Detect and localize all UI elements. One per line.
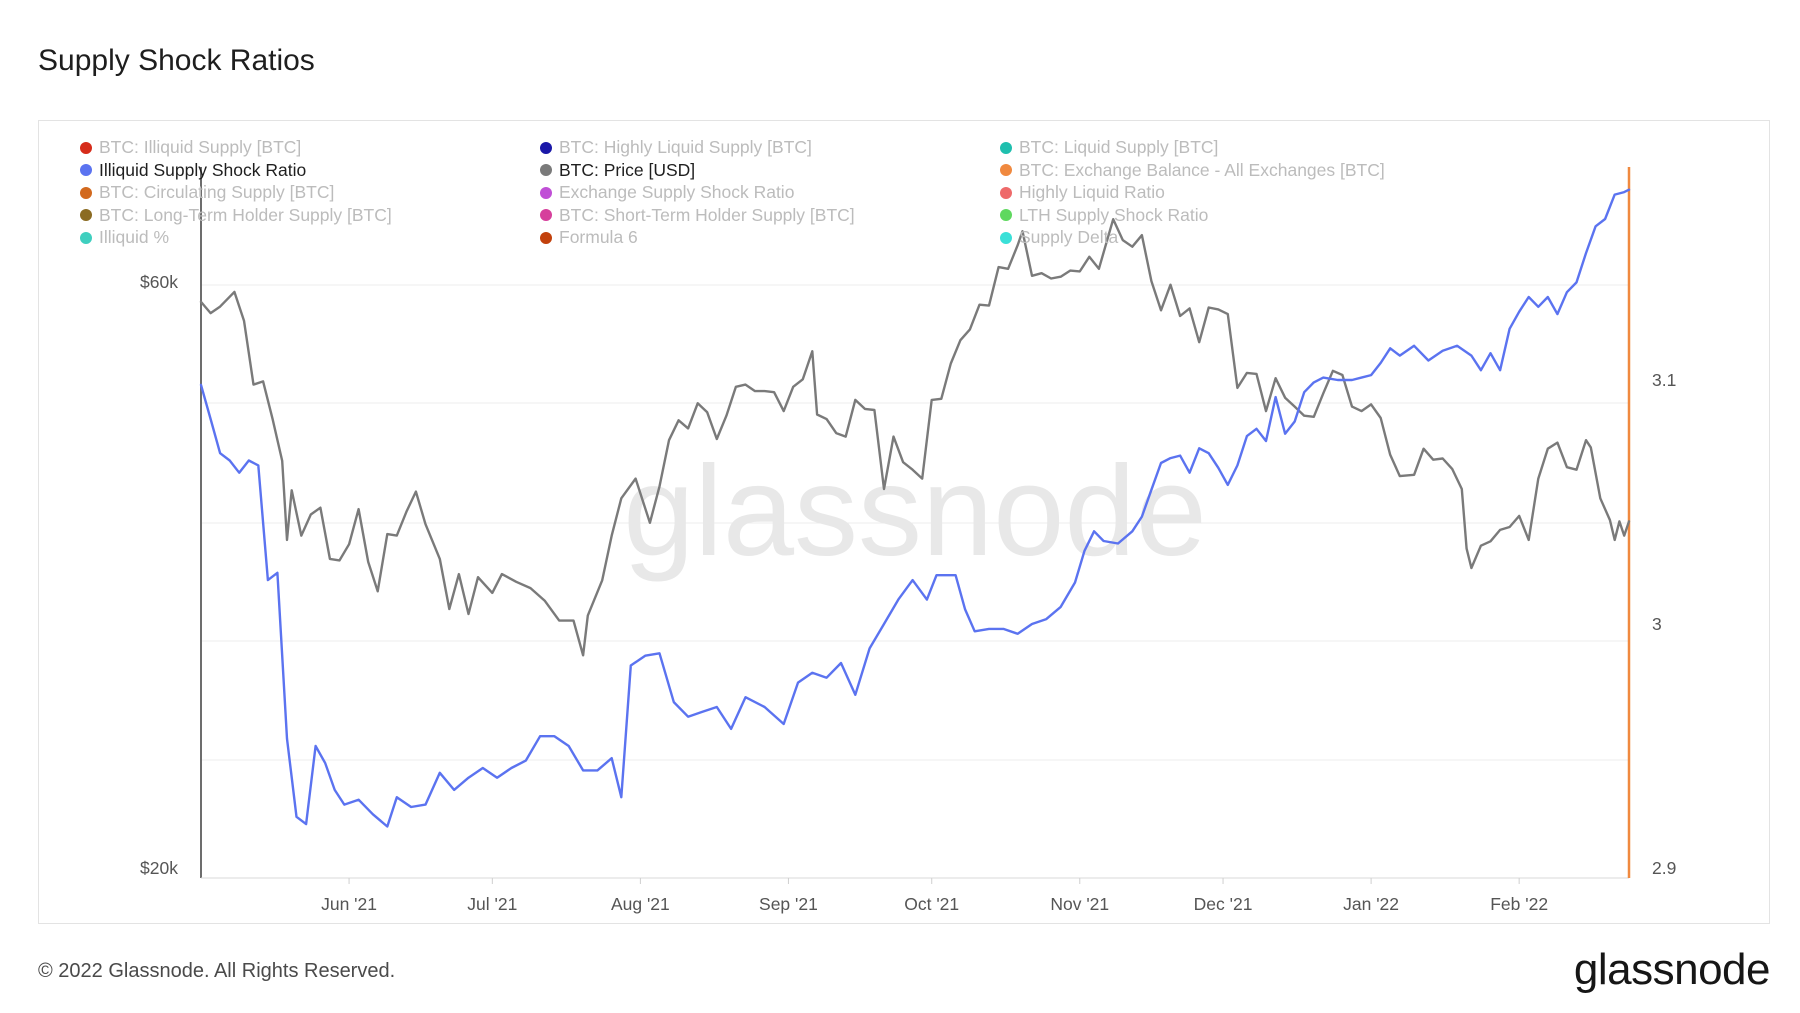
- y-right-tick-label: 2.9: [1652, 858, 1676, 878]
- legend-item[interactable]: Illiquid %: [80, 227, 169, 248]
- legend-item[interactable]: LTH Supply Shock Ratio: [1000, 205, 1208, 226]
- legend-dot-icon: [80, 231, 92, 244]
- y-left-tick-label: $60k: [140, 272, 178, 292]
- legend-label: BTC: Illiquid Supply [BTC]: [99, 137, 302, 157]
- legend-dot-icon: [540, 231, 552, 244]
- legend-label: Formula 6: [559, 227, 638, 248]
- x-tick-label: Dec '21: [1194, 894, 1253, 914]
- x-tick-label: Oct '21: [904, 894, 959, 914]
- page-title: Supply Shock Ratios: [38, 44, 315, 77]
- legend-item[interactable]: BTC: Price [USD]: [540, 160, 695, 181]
- legend-dot-icon: [1000, 164, 1012, 177]
- legend-item[interactable]: Supply Delta: [1000, 227, 1118, 248]
- legend-dot-icon: [540, 141, 552, 154]
- legend-item[interactable]: BTC: Liquid Supply [BTC]: [1000, 137, 1218, 158]
- legend-label: Illiquid Supply Shock Ratio: [99, 159, 307, 180]
- legend-label: BTC: Highly Liquid Supply [BTC]: [559, 137, 812, 157]
- x-tick-label: Aug '21: [611, 894, 670, 914]
- legend-dot-icon: [540, 209, 552, 222]
- x-tick-label: Jul '21: [467, 894, 517, 914]
- legend-label: BTC: Long-Term Holder Supply [BTC]: [99, 204, 392, 225]
- legend-label: Illiquid %: [99, 227, 170, 248]
- x-tick-label: Jun '21: [321, 894, 377, 914]
- x-tick-label: Jan '22: [1343, 894, 1399, 914]
- legend-dot-icon: [1000, 209, 1012, 222]
- glassnode-logo[interactable]: glassnode: [1573, 945, 1771, 994]
- legend-label: BTC: Exchange Balance - All Exchanges [B…: [1019, 159, 1385, 180]
- legend-item[interactable]: BTC: Long-Term Holder Supply [BTC]: [80, 205, 392, 226]
- legend-label: Supply Delta: [1019, 227, 1119, 248]
- legend-item[interactable]: BTC: Exchange Balance - All Exchanges [B…: [1000, 160, 1385, 181]
- legend-item[interactable]: BTC: Illiquid Supply [BTC]: [80, 137, 301, 158]
- legend-label: BTC: Short-Term Holder Supply [BTC]: [559, 204, 855, 225]
- legend-item[interactable]: Illiquid Supply Shock Ratio: [80, 160, 306, 181]
- y-left-tick-label: $20k: [140, 858, 178, 878]
- legend-label: BTC: Circulating Supply [BTC]: [99, 182, 335, 203]
- legend-label: BTC: Liquid Supply [BTC]: [1019, 137, 1219, 157]
- illiquid-supply-shock-ratio-line[interactable]: [199, 188, 1631, 828]
- legend-dot-icon: [1000, 141, 1012, 154]
- legend-label: Exchange Supply Shock Ratio: [559, 182, 795, 203]
- x-tick-label: Sep '21: [759, 894, 818, 914]
- y-right-tick-label: 3: [1652, 614, 1662, 634]
- watermark: glassnode: [623, 440, 1207, 583]
- legend-item[interactable]: Highly Liquid Ratio: [1000, 182, 1165, 203]
- x-tick-label: Nov '21: [1050, 894, 1109, 914]
- legend-dot-icon: [540, 164, 552, 177]
- legend-item[interactable]: BTC: Short-Term Holder Supply [BTC]: [540, 205, 855, 226]
- price-line[interactable]: [199, 217, 1631, 657]
- legend-dot-icon: [80, 209, 92, 222]
- legend-label: BTC: Price [USD]: [559, 159, 696, 180]
- x-tick-label: Feb '22: [1490, 894, 1548, 914]
- legend-dot-icon: [80, 164, 92, 177]
- legend-item[interactable]: BTC: Highly Liquid Supply [BTC]: [540, 137, 812, 158]
- legend-item[interactable]: BTC: Circulating Supply [BTC]: [80, 182, 334, 203]
- legend-item[interactable]: Exchange Supply Shock Ratio: [540, 182, 794, 203]
- chart-frame: [38, 120, 1770, 924]
- legend-label: LTH Supply Shock Ratio: [1019, 204, 1209, 225]
- legend-dot-icon: [80, 141, 92, 154]
- legend-dot-icon: [80, 186, 92, 199]
- legend-item[interactable]: Formula 6: [540, 227, 638, 248]
- copyright-text: © 2022 Glassnode. All Rights Reserved.: [38, 960, 396, 982]
- legend-dot-icon: [540, 186, 552, 199]
- y-right-tick-label: 3.1: [1652, 370, 1676, 390]
- legend-label: Highly Liquid Ratio: [1019, 182, 1165, 203]
- legend-dot-icon: [1000, 186, 1012, 199]
- legend-dot-icon: [1000, 231, 1012, 244]
